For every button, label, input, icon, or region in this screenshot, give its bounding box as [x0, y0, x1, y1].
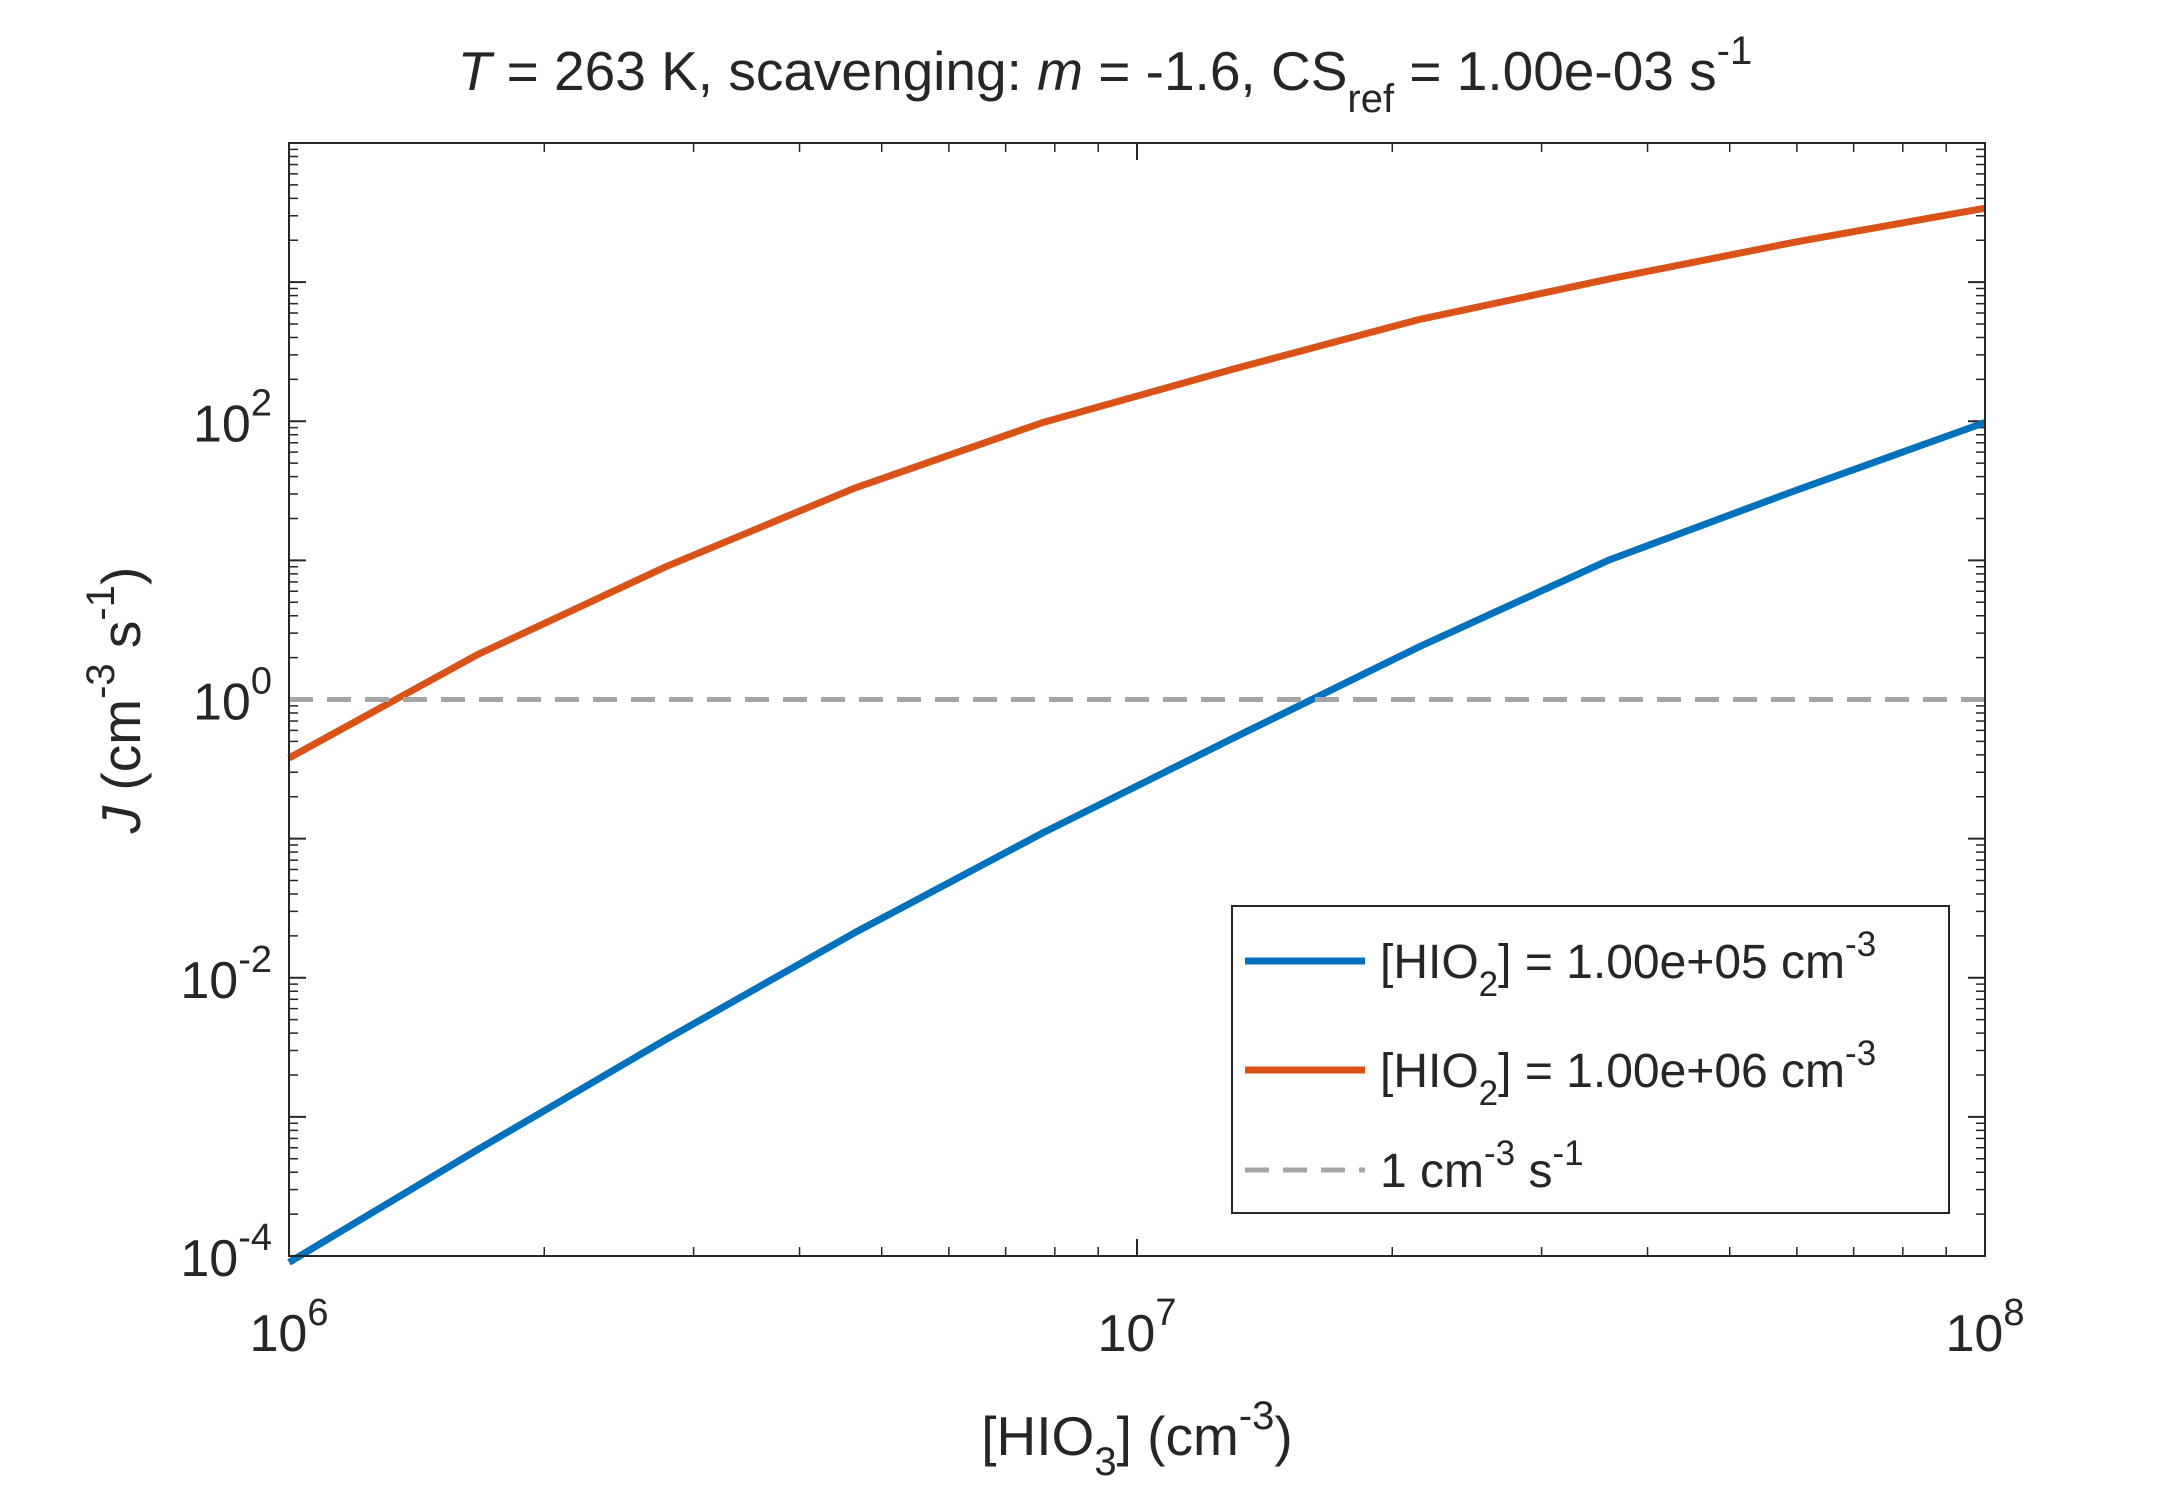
minor-ticks: [289, 143, 1985, 1256]
y-tick-label: 10-2: [180, 939, 272, 1010]
x-tick-label: 108: [1946, 1292, 2025, 1363]
x-axis-label: [HIO3] (cm-3): [981, 1394, 1292, 1484]
legend-label-hio2-1e6: [HIO2] = 1.00e+06 cm-3: [1380, 1034, 1876, 1113]
x-tick-labels: 106 107 108: [250, 1292, 2025, 1363]
plot-frame: [288, 142, 1986, 1257]
y-tick-labels: 10-4 10-2 100 102: [180, 382, 272, 1288]
x-tick-label: 106: [250, 1292, 329, 1363]
legend-label-hio2-1e5: [HIO2] = 1.00e+05 cm-3: [1380, 925, 1876, 1004]
y-axis-label: J (cm-3 s-1): [79, 567, 152, 835]
y-tick-label: 100: [193, 661, 272, 732]
x-tick-label: 107: [1098, 1292, 1177, 1363]
series-line-hio2-1e5: [287, 419, 1987, 1266]
y-tick-label: 102: [193, 382, 272, 453]
legend-box: [1231, 905, 1950, 1214]
y-tick-label: 10-4: [180, 1217, 272, 1288]
series-line-hio2-1e6: [287, 204, 1986, 762]
legend-label-threshold: 1 cm-3 s-1: [1380, 1134, 1584, 1198]
chart-title: T = 263 K, scavenging: m = -1.6, CSref =…: [458, 29, 1753, 121]
series-layer: [287, 204, 1987, 1266]
legend: [HIO2] = 1.00e+05 cm-3 [HIO2] = 1.00e+06…: [1231, 905, 1950, 1214]
